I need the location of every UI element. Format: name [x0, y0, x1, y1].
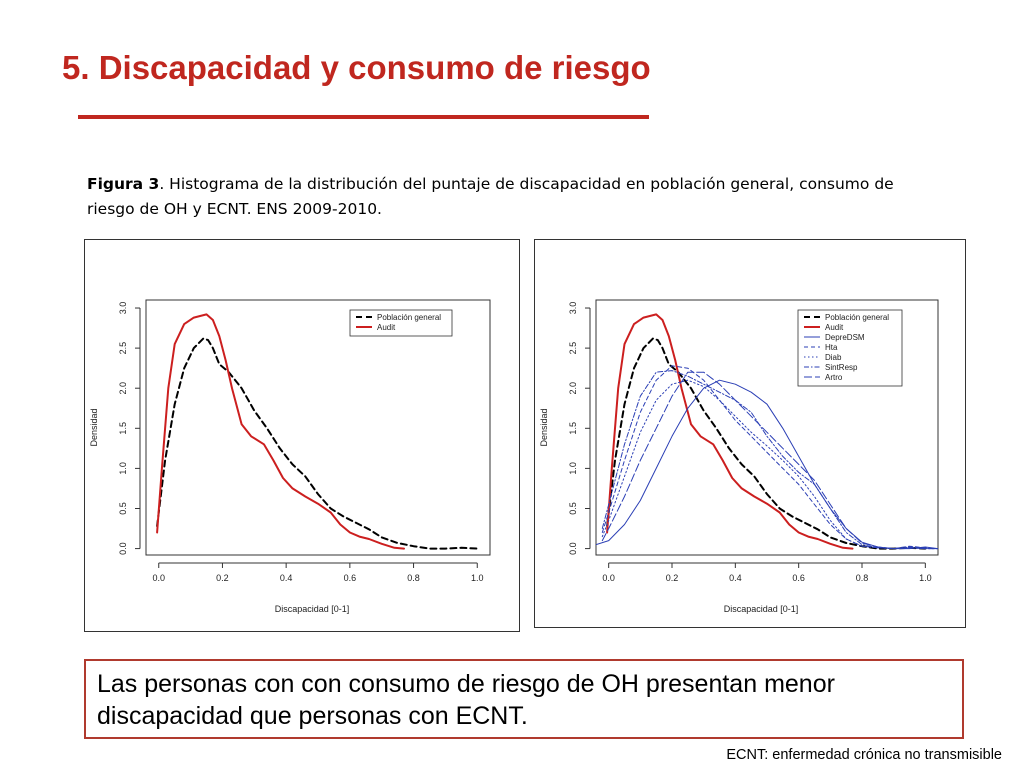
legend-label: Audit	[377, 323, 396, 332]
y-tick-label: 0.5	[568, 502, 578, 515]
legend-label: DepreDSM	[825, 333, 865, 342]
series-line-artro	[601, 371, 938, 550]
plot-area	[595, 299, 939, 556]
density-chart-left: 0.0 0.2 0.4 0.6 0.8 1.0 0.0 0.5 1.0 1.5 2.0 2.5 3.0 D…	[89, 299, 491, 614]
legend-box	[797, 309, 903, 387]
chart-right: 0.0 0.2 0.4 0.6 0.8 1.0 0.0 0.5 1.0 1.5 2.0 2.5 3.0 D…	[534, 239, 966, 628]
y-tick-label: 1.0	[118, 462, 128, 475]
figure-label: Figura 3	[87, 175, 160, 193]
y-tick-label: 3.0	[568, 302, 578, 315]
series-line-diab	[601, 379, 938, 550]
x-tick-label: 0.8	[407, 573, 420, 583]
legend-label: Hta	[825, 343, 838, 352]
x-tick-label: 1.0	[919, 573, 932, 583]
conclusion-box: Las personas con con consumo de riesgo d…	[84, 659, 964, 739]
series-group	[156, 313, 479, 550]
y-tick-label: 1.5	[118, 422, 128, 435]
y-tick-label: 2.0	[118, 382, 128, 395]
y-tick-label: 0.0	[118, 542, 128, 555]
slide-title: 5. Discapacidad y consumo de riesgo	[62, 49, 651, 86]
legend-label: Población general	[825, 313, 889, 322]
x-tick-label: 0.6	[792, 573, 805, 583]
x-axis-label: Discapacidad [0-1]	[724, 604, 799, 614]
series-line-poblaci-n-general	[606, 337, 927, 550]
y-tick-label: 2.5	[568, 342, 578, 355]
y-tick-label: 2.5	[118, 342, 128, 355]
series-line-audit	[606, 313, 854, 550]
figure-caption-text: . Histograma de la distribución del punt…	[87, 175, 894, 218]
plot-area	[145, 299, 491, 556]
series-line-hta	[601, 365, 938, 550]
x-tick-label: 0.0	[152, 573, 165, 583]
series-group	[596, 313, 938, 550]
x-tick-label: 0.2	[216, 573, 229, 583]
chart-left: 0.0 0.2 0.4 0.6 0.8 1.0 0.0 0.5 1.0 1.5 2.0 2.5 3.0 D…	[84, 239, 520, 632]
series-line-audit	[156, 313, 405, 550]
x-tick-label: 0.4	[280, 573, 293, 583]
x-axis-label: Discapacidad [0-1]	[275, 604, 350, 614]
x-tick-label: 0.6	[344, 573, 357, 583]
legend-label: SintResp	[825, 363, 858, 372]
x-tick-label: 0.8	[856, 573, 869, 583]
y-tick-label: 1.0	[568, 462, 578, 475]
y-axis-label: Densidad	[539, 408, 549, 446]
legend-label: Población general	[377, 313, 441, 322]
y-tick-label: 1.5	[568, 422, 578, 435]
series-line-sintresp	[601, 370, 938, 550]
legend-label: Audit	[825, 323, 844, 332]
y-tick-label: 3.0	[118, 302, 128, 315]
legend-box	[349, 309, 453, 337]
footnote: ECNT: enfermedad crónica no transmisible	[726, 747, 1002, 763]
x-tick-label: 0.4	[729, 573, 742, 583]
axes: 0.0 0.2 0.4 0.6 0.8 1.0 0.0 0.5 1.0 1.5 2.0 2.5 3.0 D…	[89, 302, 484, 614]
x-tick-label: 0.0	[602, 573, 615, 583]
y-tick-label: 0.0	[568, 542, 578, 555]
y-tick-label: 0.5	[118, 502, 128, 515]
legend: Población generalAuditDepreDSMHtaDiabSin…	[797, 309, 903, 387]
y-axis-label: Densidad	[89, 408, 99, 446]
title-underline	[78, 115, 649, 119]
series-line-poblaci-n-general	[156, 337, 479, 550]
axes: 0.0 0.2 0.4 0.6 0.8 1.0 0.0 0.5 1.0 1.5 2.0 2.5 3.0 D…	[539, 302, 932, 614]
conclusion-text: Las personas con con consumo de riesgo d…	[97, 670, 835, 730]
legend-label: Diab	[825, 353, 842, 362]
x-tick-label: 1.0	[471, 573, 484, 583]
y-tick-label: 2.0	[568, 382, 578, 395]
x-tick-label: 0.2	[666, 573, 679, 583]
series-line-depredsm	[596, 379, 938, 550]
legend-label: Artro	[825, 373, 843, 382]
figure-caption: Figura 3. Histograma de la distribución …	[87, 172, 907, 222]
density-chart-right: 0.0 0.2 0.4 0.6 0.8 1.0 0.0 0.5 1.0 1.5 2.0 2.5 3.0 D…	[539, 299, 939, 614]
